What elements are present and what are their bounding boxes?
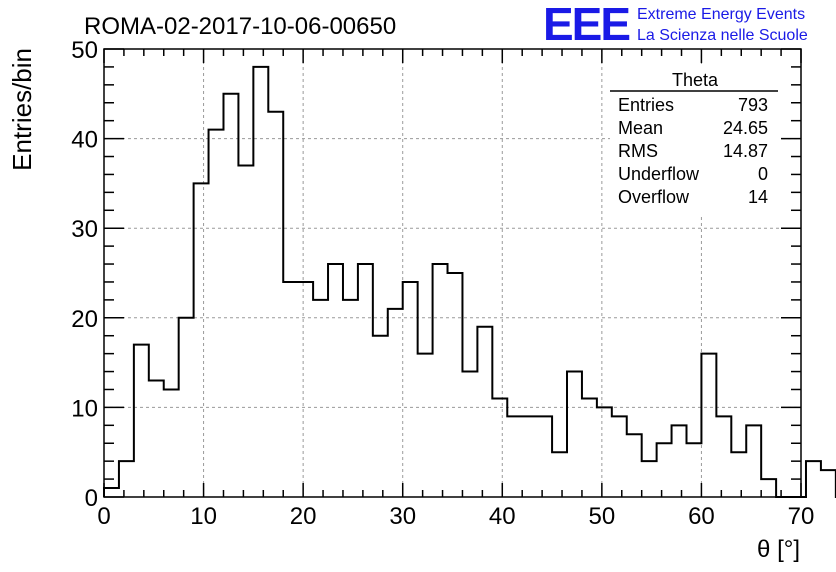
stats-label-rms: RMS bbox=[618, 141, 658, 161]
stats-value-entries: 793 bbox=[738, 95, 768, 115]
stats-box: Theta Entries 793 Mean 24.65 RMS 14.87 U… bbox=[610, 66, 780, 214]
plot-frame bbox=[103, 48, 802, 498]
y-tick-label: 0 bbox=[85, 485, 98, 512]
stats-label-entries: Entries bbox=[618, 95, 674, 115]
run-title: ROMA-02-2017-10-06-00650 bbox=[84, 13, 396, 40]
y-tick-label: 10 bbox=[71, 395, 98, 422]
stats-value-rms: 14.87 bbox=[723, 141, 768, 161]
y-tick-labels: 0 10 20 30 40 50 bbox=[71, 37, 98, 512]
x-axis-title: θ [°] bbox=[757, 536, 800, 563]
y-tick-label: 40 bbox=[71, 127, 98, 154]
stats-value-mean: 24.65 bbox=[723, 118, 768, 138]
stats-label-mean: Mean bbox=[618, 118, 663, 138]
x-tick-label: 70 bbox=[788, 503, 815, 530]
y-tick-label: 50 bbox=[71, 37, 98, 64]
histogram-line bbox=[103, 65, 836, 498]
stats-value-overflow: 14 bbox=[748, 187, 768, 207]
brand-line-2: La Scienza nelle Scuole bbox=[637, 27, 808, 44]
axis-ticks bbox=[103, 48, 802, 498]
y-axis-title: Entries/bin bbox=[7, 48, 37, 171]
eee-logo: EEE bbox=[543, 0, 629, 50]
x-tick-label: 30 bbox=[389, 503, 416, 530]
brand-line-1: Extreme Energy Events bbox=[637, 6, 805, 23]
stats-value-underflow: 0 bbox=[758, 164, 768, 184]
x-tick-label: 60 bbox=[688, 503, 715, 530]
stats-label-underflow: Underflow bbox=[618, 164, 700, 184]
x-tick-label: 0 bbox=[97, 503, 110, 530]
stats-label-overflow: Overflow bbox=[618, 187, 690, 207]
x-tick-labels: 0 10 20 30 40 50 60 70 bbox=[97, 503, 814, 530]
x-tick-label: 40 bbox=[489, 503, 516, 530]
x-tick-label: 10 bbox=[190, 503, 217, 530]
x-tick-label: 20 bbox=[290, 503, 317, 530]
y-tick-label: 20 bbox=[71, 306, 98, 333]
stats-title: Theta bbox=[672, 70, 719, 90]
x-tick-label: 50 bbox=[589, 503, 616, 530]
y-tick-label: 30 bbox=[71, 216, 98, 243]
